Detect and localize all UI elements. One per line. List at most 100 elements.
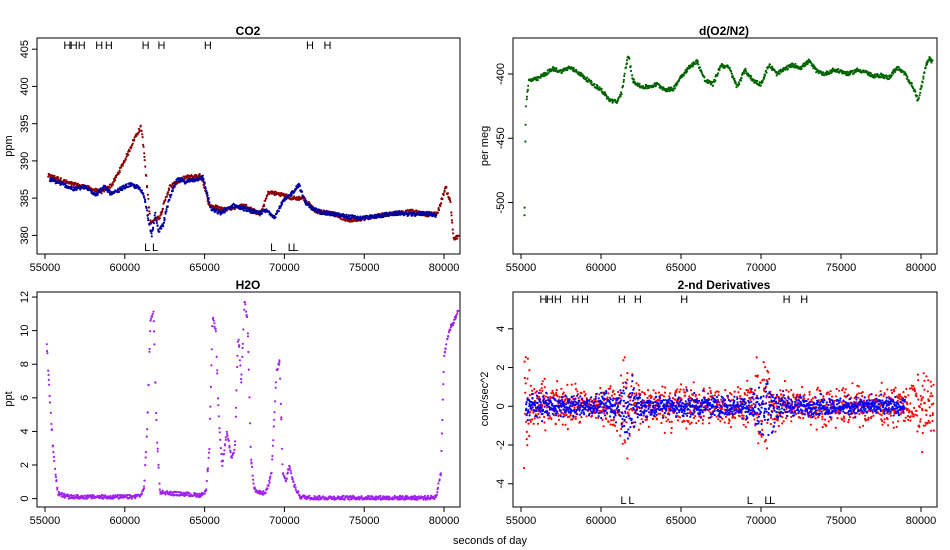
- data-point: [297, 490, 300, 493]
- data-point: [790, 415, 793, 418]
- data-point: [709, 392, 713, 395]
- plot-frame: [36, 37, 461, 255]
- data-point: [108, 189, 111, 192]
- data-point: [755, 356, 758, 359]
- data-point: [684, 391, 687, 394]
- data-point: [749, 75, 753, 78]
- data-point: [449, 328, 452, 331]
- data-point: [593, 83, 596, 86]
- series-dark-red: [47, 124, 460, 241]
- data-point: [526, 88, 530, 91]
- data-point: [870, 415, 873, 418]
- data-point: [663, 395, 666, 398]
- data-point: [540, 392, 543, 395]
- data-point: [841, 418, 844, 421]
- data-point: [612, 418, 616, 421]
- data-point: [661, 410, 664, 413]
- data-point: [56, 486, 59, 489]
- data-point: [847, 418, 851, 421]
- data-point: [341, 218, 344, 221]
- data-point: [524, 105, 528, 108]
- data-point: [196, 492, 199, 495]
- data-point: [665, 420, 668, 423]
- data-point: [580, 416, 583, 419]
- y-axis-label: per meg: [479, 126, 491, 166]
- data-point: [619, 95, 622, 98]
- data-point: [827, 420, 830, 423]
- data-point: [851, 382, 854, 385]
- data-point: [612, 389, 615, 392]
- data-point: [685, 427, 688, 430]
- data-point: [635, 392, 638, 395]
- data-point: [448, 199, 452, 202]
- data-point: [787, 390, 790, 393]
- data-point: [68, 494, 71, 498]
- data-point: [737, 391, 740, 394]
- y-tick-label: 10: [19, 325, 31, 337]
- data-point: [613, 98, 617, 102]
- data-point: [167, 191, 170, 194]
- data-point: [228, 445, 231, 448]
- panel-title: CO2: [236, 24, 261, 38]
- data-point: [525, 98, 528, 101]
- data-point: [571, 418, 574, 421]
- data-point: [288, 465, 291, 468]
- data-point: [99, 191, 102, 194]
- data-point: [886, 388, 889, 391]
- data-point: [638, 388, 641, 392]
- data-point: [161, 210, 164, 213]
- data-point: [547, 71, 550, 75]
- data-point: [843, 417, 846, 420]
- data-point: [635, 382, 638, 385]
- data-point: [815, 388, 819, 391]
- data-point: [794, 62, 797, 66]
- data-point: [277, 363, 281, 366]
- data-point: [584, 393, 587, 396]
- data-point: [308, 494, 311, 497]
- data-point: [154, 211, 157, 214]
- data-point: [779, 389, 782, 392]
- data-point: [528, 434, 531, 437]
- data-point: [852, 416, 855, 419]
- x-tick-label: 65000: [666, 515, 697, 527]
- data-point: [164, 198, 167, 201]
- data-point: [608, 387, 612, 390]
- data-point: [63, 492, 66, 495]
- data-point: [128, 150, 131, 153]
- data-point: [144, 464, 147, 467]
- data-point: [610, 419, 613, 422]
- data-point: [153, 330, 156, 333]
- data-point: [236, 340, 239, 343]
- data-point: [446, 192, 449, 195]
- data-point: [274, 386, 277, 389]
- data-point: [205, 488, 208, 491]
- x-tick-label: 70000: [746, 515, 777, 527]
- data-point: [776, 419, 779, 422]
- data-point: [777, 424, 780, 428]
- data-point: [166, 193, 169, 196]
- data-point: [629, 65, 632, 68]
- data-point: [695, 422, 698, 425]
- data-point: [625, 421, 628, 424]
- data-point: [457, 234, 460, 237]
- data-point: [152, 310, 155, 313]
- data-point: [272, 439, 275, 442]
- data-point: [140, 189, 143, 192]
- series-purple: [45, 300, 460, 501]
- data-point: [721, 417, 724, 420]
- data-point: [212, 316, 215, 319]
- data-point: [175, 490, 178, 493]
- data-point: [208, 201, 211, 204]
- data-point: [245, 310, 248, 313]
- data-point: [440, 432, 443, 435]
- data-point: [834, 395, 838, 398]
- data-point: [277, 210, 280, 213]
- data-point: [802, 417, 805, 420]
- data-point: [210, 364, 213, 367]
- data-point: [268, 481, 271, 484]
- panel-co2: CO2 ppm 55000 60000 65000 70000 75000 8000038…: [3, 24, 461, 274]
- data-point: [171, 189, 174, 193]
- data-point: [738, 415, 741, 418]
- data-point: [142, 145, 145, 148]
- data-point: [661, 385, 664, 388]
